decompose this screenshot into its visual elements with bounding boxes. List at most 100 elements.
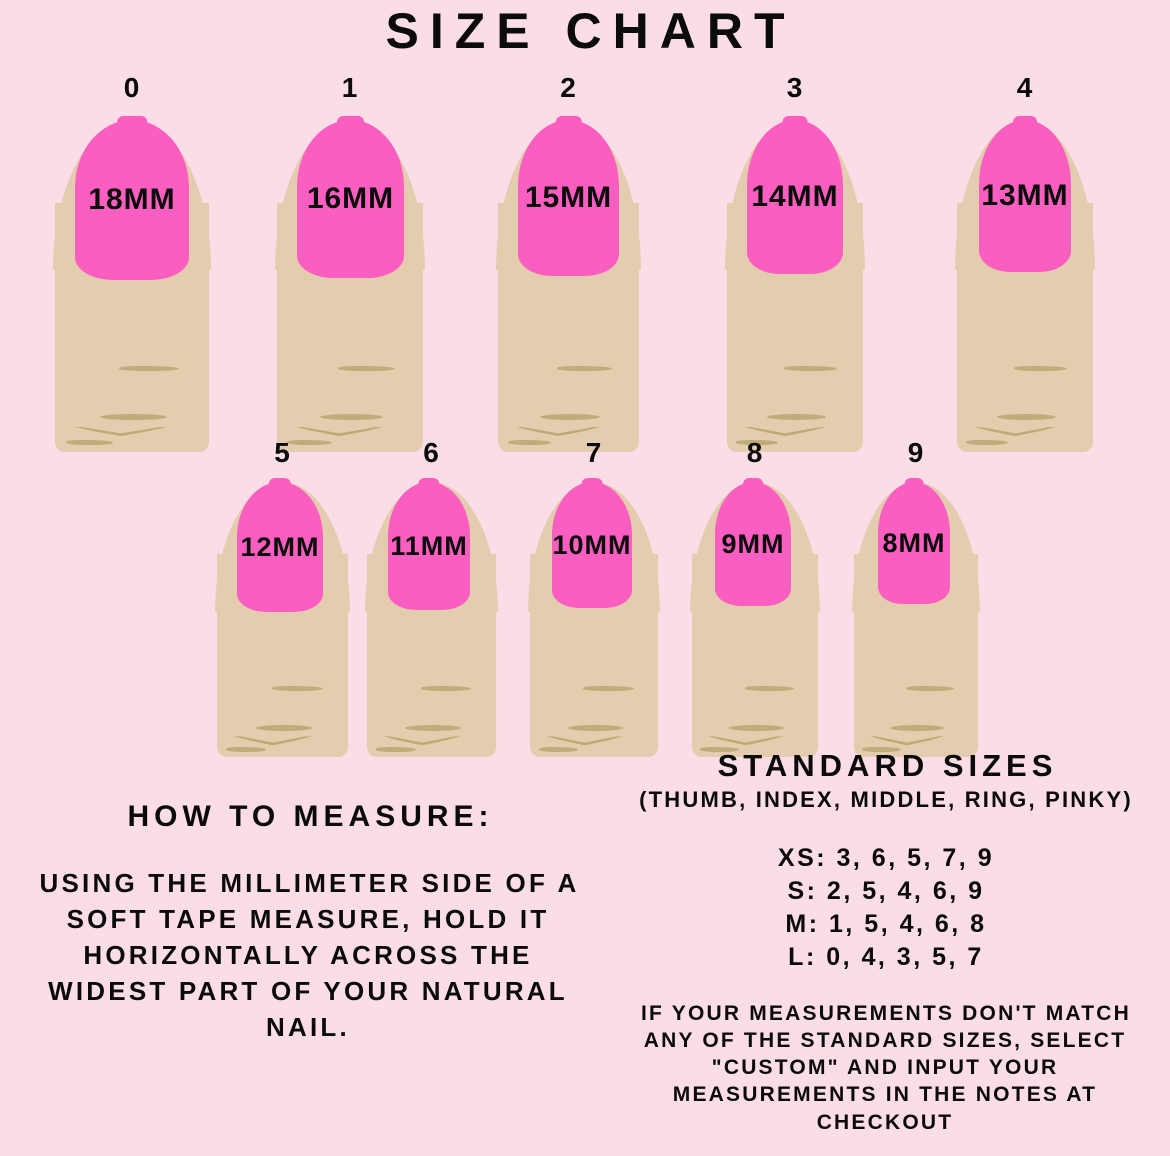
finger-size-7[interactable]: 7 10MM (528, 437, 660, 757)
nail-plate[interactable]: 9MM (715, 478, 791, 606)
finger-crease (538, 747, 579, 753)
nail-layer: 8MM (852, 478, 980, 757)
finger-crease (583, 685, 634, 691)
standard-sizes-list: XS: 3, 6, 5, 7, 9 S: 2, 5, 4, 6, 9 M: 1, 5… (620, 842, 1150, 974)
finger-crease (119, 365, 180, 371)
finger-size-1[interactable]: 1 16MM (275, 72, 425, 452)
finger-crease (862, 747, 901, 753)
nail-tip-notch (581, 478, 603, 488)
how-to-measure-body: USING THE MILLIMETER SIDE OF A SOFT TAPE… (39, 868, 580, 1042)
finger-crease (966, 440, 1009, 446)
nail-plate[interactable]: 18MM (75, 116, 189, 280)
finger-number-label: 1 (341, 72, 359, 103)
page-title: SIZE CHART (385, 3, 796, 59)
finger-size-0[interactable]: 0 18MM (53, 72, 211, 452)
nail-tip-notch (743, 478, 763, 488)
nail-size-label: 8MM (882, 527, 946, 558)
finger-number-label: 4 (1016, 72, 1034, 103)
finger-size-3[interactable]: 3 14MM (725, 72, 865, 452)
finger-crease (539, 413, 601, 420)
nail-size-label: 16MM (306, 182, 395, 215)
standard-size-line: XS: 3, 6, 5, 7, 9 (777, 843, 995, 872)
nail-plate[interactable]: 15MM (518, 116, 619, 276)
finger-size-8[interactable]: 8 9MM (690, 437, 820, 757)
finger-crease (905, 685, 955, 691)
nail-tip-notch (555, 116, 582, 126)
finger-crease (65, 440, 114, 446)
standard-size-line: M: 1, 5, 4, 6, 8 (785, 909, 987, 938)
finger-crease (744, 685, 794, 691)
finger-number-label: 8 (746, 437, 764, 468)
nail-tip-notch (117, 116, 147, 126)
nail-size-label: 11MM (390, 530, 468, 561)
nail-layer: 10MM (528, 478, 660, 757)
nail-size-label: 12MM (240, 531, 320, 562)
finger-number-label: 0 (123, 72, 141, 103)
finger-crease (338, 365, 395, 371)
nail-size-label: 14MM (751, 180, 839, 213)
finger-crease (997, 413, 1056, 420)
finger-size-4[interactable]: 4 13MM (955, 72, 1095, 452)
nail-layer: 18MM (53, 116, 211, 452)
nail-layer: 11MM (365, 478, 498, 757)
nail-layer: 12MM (215, 478, 350, 757)
finger-number-label: 2 (560, 72, 577, 103)
nail-size-label: 9MM (721, 528, 785, 559)
nail-plate[interactable]: 14MM (747, 116, 843, 274)
finger-crease (783, 365, 837, 371)
nail-plate[interactable]: 16MM (297, 116, 404, 278)
nail-plate[interactable]: 10MM (552, 478, 632, 608)
finger-crease (375, 747, 416, 753)
nail-layer: 9MM (690, 478, 820, 757)
finger-number-label: 7 (585, 437, 603, 468)
finger-crease (1013, 365, 1067, 371)
nail-layer: 14MM (725, 116, 865, 452)
finger-crease (420, 685, 472, 691)
nail-tip-notch (1013, 116, 1037, 126)
standard-sizes-subheading: (THUMB, INDEX, MIDDLE, RING, PINKY) (639, 787, 1133, 812)
nail-layer: 13MM (955, 116, 1095, 452)
finger-crease (767, 413, 826, 420)
finger-crease (225, 747, 267, 753)
nail-tip-notch (782, 116, 808, 126)
nail-tip-notch (904, 478, 924, 488)
nail-size-label: 18MM (88, 183, 176, 216)
finger-number-label: 6 (423, 437, 440, 468)
finger-size-5[interactable]: 5 12MM (215, 437, 350, 757)
finger-crease (507, 440, 552, 446)
nail-plate[interactable]: 12MM (237, 478, 323, 612)
finger-crease (100, 413, 167, 420)
standard-sizes-note: IF YOUR MEASUREMENTS DON'T MATCH ANY OF … (641, 1001, 1131, 1134)
nail-plate[interactable]: 11MM (388, 478, 470, 610)
nail-size-label: 13MM (981, 179, 1069, 212)
standard-sizes-heading: STANDARD SIZES (717, 748, 1058, 783)
finger-number-label: 5 (274, 437, 291, 468)
finger-crease (729, 725, 784, 732)
standard-size-line: S: 2, 5, 4, 6, 9 (787, 876, 985, 905)
finger-crease (556, 365, 612, 371)
nail-layer: 15MM (496, 116, 641, 452)
nail-plate[interactable]: 8MM (878, 478, 950, 604)
finger-number-label: 3 (786, 72, 804, 103)
finger-number-label: 9 (907, 437, 925, 468)
nail-tip-notch (418, 478, 440, 488)
finger-crease (255, 725, 313, 732)
how-to-measure-heading: HOW TO MEASURE: (127, 800, 494, 833)
how-to-measure-block: HOW TO MEASURE: USING THE MILLIMETER SID… (28, 800, 588, 1045)
nail-layer: 16MM (275, 116, 425, 452)
nail-size-label: 15MM (524, 181, 613, 214)
nail-tip-notch (268, 478, 292, 488)
finger-size-6[interactable]: 6 11MM (365, 437, 498, 757)
nail-plate[interactable]: 13MM (979, 116, 1071, 272)
finger-crease (736, 440, 779, 446)
standard-size-line: L: 0, 4, 3, 5, 7 (788, 942, 984, 971)
finger-crease (404, 725, 461, 732)
finger-crease (320, 413, 383, 420)
finger-size-9[interactable]: 9 8MM (852, 437, 980, 757)
finger-crease (567, 725, 624, 732)
finger-crease (271, 685, 323, 691)
finger-crease (890, 725, 945, 732)
finger-size-2[interactable]: 2 15MM (496, 72, 641, 452)
finger-crease (700, 747, 740, 753)
standard-sizes-block: STANDARD SIZES (THUMB, INDEX, MIDDLE, RI… (620, 748, 1150, 1136)
